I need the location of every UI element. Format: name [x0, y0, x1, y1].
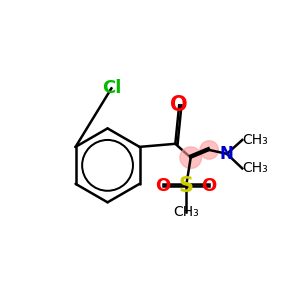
Circle shape [180, 147, 202, 168]
Text: O: O [170, 95, 188, 115]
Text: Cl: Cl [102, 80, 121, 98]
Text: CH₃: CH₃ [173, 205, 199, 219]
Text: O: O [155, 177, 171, 195]
Circle shape [200, 141, 218, 159]
Text: CH₃: CH₃ [242, 133, 268, 147]
Text: O: O [202, 177, 217, 195]
Text: CH₃: CH₃ [242, 161, 268, 176]
Text: S: S [178, 176, 194, 196]
Text: N: N [220, 145, 234, 163]
